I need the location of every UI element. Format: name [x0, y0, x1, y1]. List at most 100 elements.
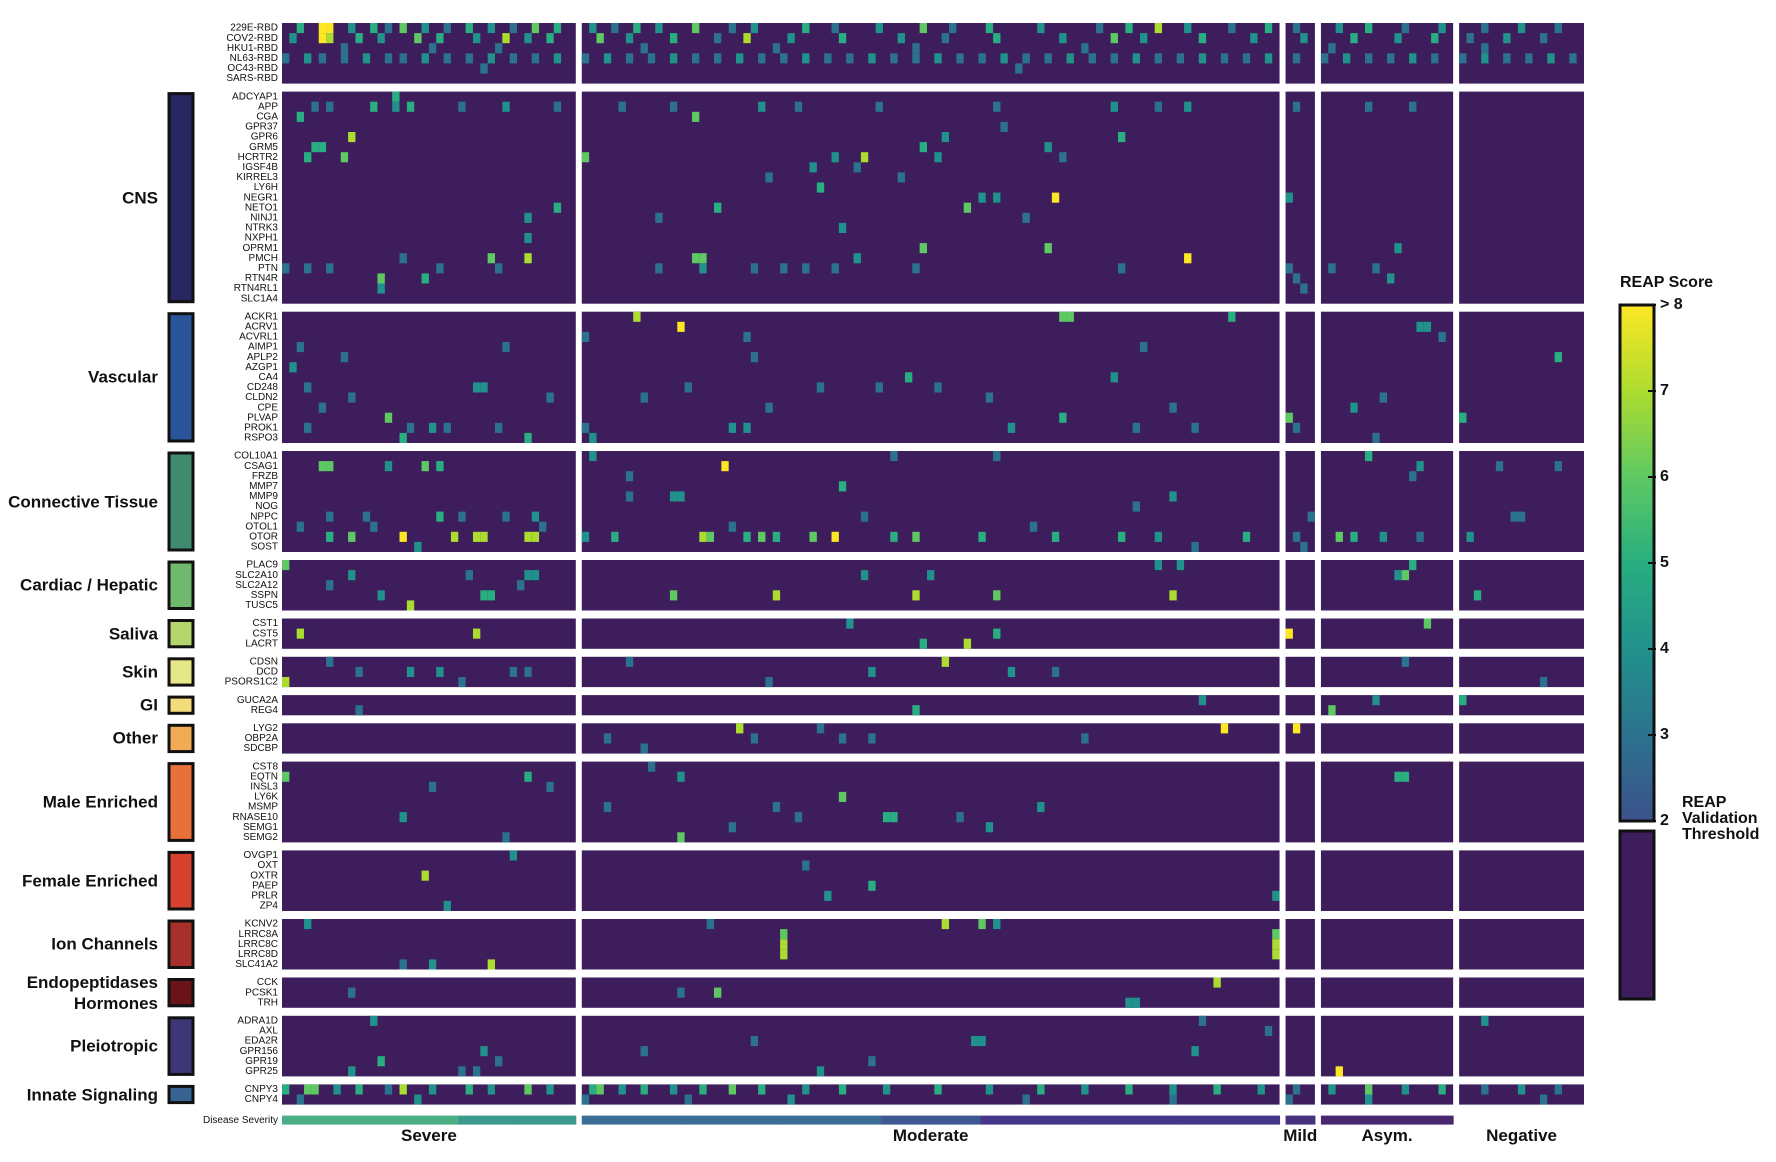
heat-cell [553, 101, 562, 112]
heat-cell [868, 53, 876, 64]
severity-segment [282, 1115, 342, 1125]
heat-cell [340, 43, 349, 54]
heat-cell [502, 511, 510, 522]
heat-cell [524, 771, 532, 782]
heat-cell [1387, 273, 1395, 284]
heat-cell [985, 1084, 994, 1095]
heat-cell [993, 33, 1001, 44]
block-background [1459, 91, 1584, 304]
row-label: GPR37 [245, 122, 278, 133]
heat-cell [495, 43, 503, 54]
heat-cell [706, 531, 714, 542]
row-label: OPRM1 [242, 243, 278, 254]
heat-cell [589, 23, 597, 34]
heat-cell [816, 1066, 825, 1077]
heat-cell [853, 253, 861, 264]
heat-cell [1503, 53, 1511, 64]
heat-cell [633, 311, 641, 322]
heat-cell [1285, 263, 1293, 274]
heat-cell [802, 23, 810, 34]
heat-cell [669, 101, 678, 112]
row-label: OTOL1 [245, 521, 278, 532]
heat-cell [655, 212, 663, 223]
heat-cell [546, 33, 554, 44]
heat-cell [509, 23, 518, 34]
heat-cell [1365, 53, 1373, 64]
heat-cell [304, 263, 312, 274]
heat-cell [691, 111, 700, 122]
heat-cell [1292, 422, 1301, 433]
severity-segment [581, 1115, 682, 1125]
heat-cell [919, 638, 927, 649]
heat-cell [1022, 1094, 1030, 1105]
row-label: NTRK3 [245, 223, 278, 234]
heat-cell [1184, 23, 1192, 34]
heat-cell [1547, 53, 1555, 64]
row-label: MSMP [248, 802, 278, 813]
heat-cell [370, 23, 378, 34]
group-label: Female Enriched [21, 871, 158, 891]
row-label: ACKR1 [245, 311, 279, 322]
heat-cell [787, 33, 795, 44]
row-label: LY6H [254, 182, 278, 193]
heat-cell [399, 812, 407, 823]
heat-cell [472, 531, 481, 542]
block-background [581, 91, 1280, 304]
heat-cell [1272, 939, 1280, 950]
heat-cell [802, 53, 810, 64]
heat-cell [728, 23, 737, 34]
row-label: RTN4RL1 [234, 283, 279, 294]
heat-cell [596, 1084, 604, 1095]
heat-cell [1569, 53, 1577, 64]
heat-cell [794, 812, 803, 823]
row-label: CDSN [250, 656, 278, 667]
heat-cell [669, 1084, 678, 1095]
heat-cell [993, 101, 1001, 112]
heat-cell [399, 53, 407, 64]
heat-cell [1154, 101, 1163, 112]
heat-cell [1365, 23, 1373, 34]
row-label: ACRV1 [245, 321, 279, 332]
heat-cell [669, 590, 678, 601]
heat-cell [524, 531, 532, 542]
row-label: GUCA2A [237, 695, 278, 706]
row-label: LRRC8A [239, 929, 279, 940]
heat-cell [1387, 53, 1395, 64]
heat-cell [1401, 570, 1410, 581]
block-background [1320, 695, 1454, 716]
heat-cell [1481, 53, 1489, 64]
colorbar-tick-label: > 8 [1660, 296, 1683, 313]
block-background [1320, 91, 1454, 304]
block-background [1320, 977, 1454, 1008]
heat-cell [524, 570, 532, 581]
severity-segment [781, 1115, 882, 1125]
group-swatch [167, 312, 195, 443]
heat-cell [581, 331, 590, 342]
group-swatch [167, 560, 195, 610]
heat-cell [1242, 531, 1251, 542]
heat-cell [699, 531, 707, 542]
heat-cell [1379, 531, 1388, 542]
block-background [1459, 977, 1584, 1008]
heat-cell [743, 531, 751, 542]
heat-cell [802, 263, 810, 274]
heat-cell [377, 283, 385, 294]
heat-cell [531, 23, 540, 34]
row-label: LACRT [245, 638, 278, 649]
block-background [282, 850, 576, 911]
row-label: PLVAP [247, 412, 278, 423]
heat-cell [985, 23, 994, 34]
row-label: GPR19 [245, 1056, 278, 1067]
heat-cell [927, 570, 935, 581]
heat-cell [794, 101, 803, 112]
row-label: NPPC [250, 511, 278, 522]
heat-cell [633, 23, 641, 34]
group-swatch [167, 657, 195, 687]
heat-cell [326, 461, 334, 472]
heat-cell [406, 422, 415, 433]
block-background [581, 919, 1280, 970]
heat-cell [348, 1066, 356, 1077]
column-group-label: Severe [401, 1126, 457, 1145]
column-group-label: Mild [1283, 1126, 1317, 1145]
heat-cell [875, 382, 883, 393]
